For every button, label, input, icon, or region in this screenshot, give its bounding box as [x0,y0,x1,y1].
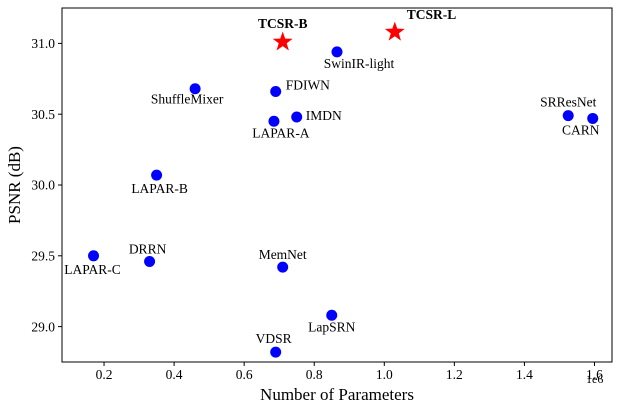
y-axis-label: PSNR (dB) [5,146,24,224]
x-tick-label: 1.4 [516,367,533,382]
point-label-memnet: MemNet [259,247,307,262]
x-tick-label: 1.0 [376,367,393,382]
data-point-vdsr [270,346,282,358]
point-label-tcsr-b: TCSR-B [258,16,308,31]
point-label-lapsrn: LapSRN [308,319,356,334]
data-point-lapar-c [88,250,100,262]
point-label-tcsr-l: TCSR-L [407,7,457,22]
data-point-lapar-a [268,115,280,127]
x-tick-label: 0.2 [96,367,113,382]
y-tick-label: 29.5 [31,249,55,264]
data-point-fdiwn [270,86,282,98]
data-point-drrn [144,255,156,267]
point-label-carn: CARN [562,122,600,137]
data-point-srresnet [562,110,574,122]
data-point-tcsr-l [384,21,405,41]
x-tick-label: 0.4 [166,367,183,382]
point-label-srresnet: SRResNet [540,95,597,110]
data-point-shufflemixer [189,83,201,95]
x-axis-offset-label: 1e6 [586,372,604,386]
point-label-drrn: DRRN [129,241,167,256]
data-point-imdn [291,111,303,123]
point-label-swinir-light: SwinIR-light [324,56,395,71]
x-tick-label: 0.6 [236,367,253,382]
point-label-lapar-b: LAPAR-B [131,181,188,196]
y-tick-label: 29.0 [31,319,55,334]
data-point-swinir-light [331,46,343,58]
point-label-lapar-a: LAPAR-A [252,125,310,140]
data-point-lapar-b [151,169,163,181]
point-label-vdsr: VDSR [256,331,292,346]
point-label-imdn: IMDN [306,108,342,123]
point-label-fdiwn: FDIWN [286,78,330,93]
point-label-shufflemixer: ShuffleMixer [151,92,224,107]
point-label-lapar-c: LAPAR-C [64,262,121,277]
y-tick-label: 31.0 [31,36,55,51]
x-tick-label: 1.2 [446,367,463,382]
y-tick-label: 30.0 [31,178,55,193]
x-tick-label: 0.8 [306,367,323,382]
data-point-memnet [277,261,289,273]
y-tick-label: 30.5 [31,107,55,122]
data-point-carn [587,112,599,124]
x-axis-label: Number of Parameters [260,385,414,404]
x-tick-label: 1.6 [586,367,603,382]
data-point-lapsrn [326,309,338,321]
data-point-tcsr-b [272,31,293,51]
